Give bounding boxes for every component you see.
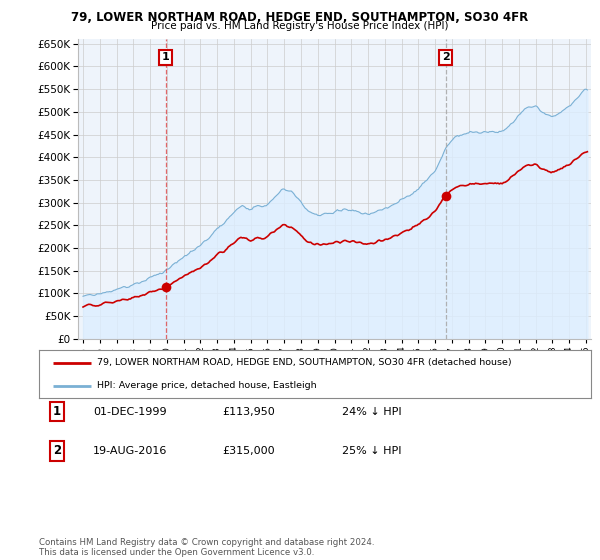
Text: HPI: Average price, detached house, Eastleigh: HPI: Average price, detached house, East…: [97, 381, 317, 390]
Text: £113,950: £113,950: [222, 407, 275, 417]
Text: 1: 1: [161, 52, 169, 62]
Text: 24% ↓ HPI: 24% ↓ HPI: [342, 407, 401, 417]
Text: 79, LOWER NORTHAM ROAD, HEDGE END, SOUTHAMPTON, SO30 4FR (detached house): 79, LOWER NORTHAM ROAD, HEDGE END, SOUTH…: [97, 358, 512, 367]
Text: 25% ↓ HPI: 25% ↓ HPI: [342, 446, 401, 456]
Text: 1: 1: [53, 405, 61, 418]
Text: 79, LOWER NORTHAM ROAD, HEDGE END, SOUTHAMPTON, SO30 4FR: 79, LOWER NORTHAM ROAD, HEDGE END, SOUTH…: [71, 11, 529, 24]
Text: £315,000: £315,000: [222, 446, 275, 456]
Text: 2: 2: [442, 52, 449, 62]
Text: 2: 2: [53, 444, 61, 458]
Text: Price paid vs. HM Land Registry's House Price Index (HPI): Price paid vs. HM Land Registry's House …: [151, 21, 449, 31]
Text: Contains HM Land Registry data © Crown copyright and database right 2024.
This d: Contains HM Land Registry data © Crown c…: [39, 538, 374, 557]
Text: 19-AUG-2016: 19-AUG-2016: [93, 446, 167, 456]
Text: 01-DEC-1999: 01-DEC-1999: [93, 407, 167, 417]
